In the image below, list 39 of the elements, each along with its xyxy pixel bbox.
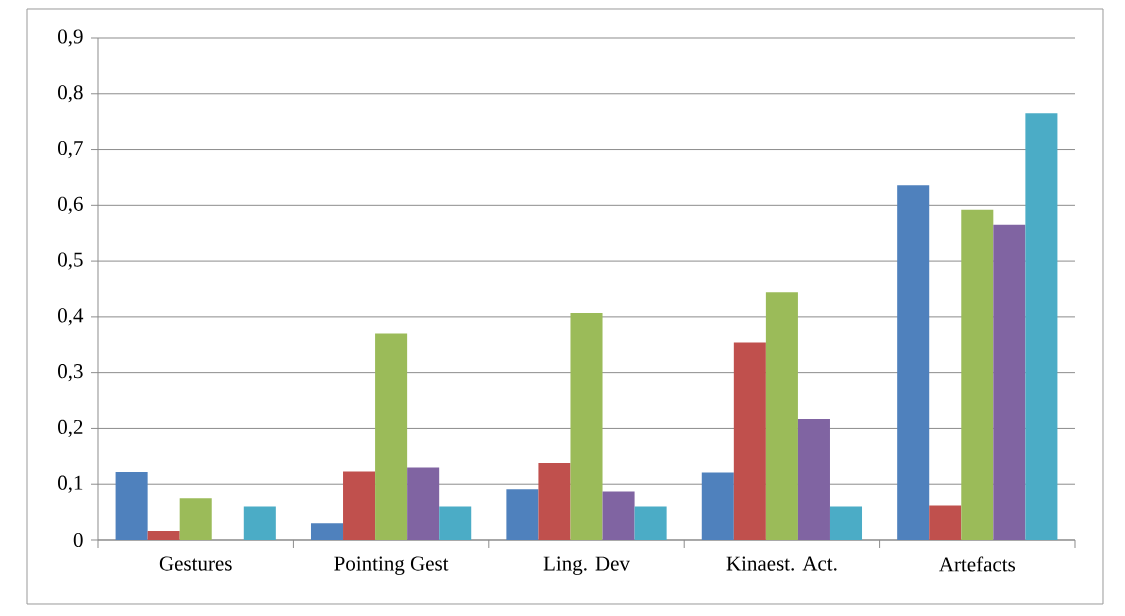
y-tick-label: 0,2 [58, 419, 83, 438]
y-tick-label: 0,4 [58, 308, 84, 326]
y-tick-label: 0,5 [58, 252, 83, 270]
bar [1025, 113, 1058, 540]
bar [993, 224, 1026, 540]
y-tick-label: 0,1 [58, 475, 83, 493]
bar [897, 185, 930, 540]
x-tick-label: Artefacts [939, 556, 1016, 572]
bar [407, 467, 440, 540]
y-tick-label: 0,9 [58, 29, 83, 47]
bar [765, 292, 798, 540]
bar [602, 491, 635, 540]
bar [701, 472, 734, 540]
x-tick-label: Ling. Dev [543, 556, 630, 575]
bar [634, 506, 667, 540]
bar [147, 531, 180, 540]
bar [343, 471, 376, 540]
bar [829, 506, 863, 540]
bar [961, 209, 994, 540]
bar [439, 506, 472, 540]
bar [797, 418, 830, 540]
bar [733, 342, 766, 540]
bar [243, 506, 276, 540]
y-tick-label: 0,8 [58, 85, 83, 103]
y-tick-label: 0,3 [58, 364, 83, 382]
bar [310, 523, 344, 540]
y-tick-label: 0,7 [58, 140, 83, 159]
x-tick-label: Gestures [159, 556, 232, 571]
bar [929, 505, 962, 540]
bar [506, 489, 539, 540]
x-tick-label: Pointing Gest [334, 556, 449, 575]
x-tick-label: Kinaest. Act. [726, 556, 837, 571]
bar [375, 333, 408, 540]
bar [179, 498, 212, 540]
bar [538, 463, 571, 540]
y-tick-label: 0 [73, 532, 83, 548]
y-tick-label: 0,6 [58, 196, 83, 214]
bar [115, 471, 148, 540]
bar [570, 312, 603, 540]
